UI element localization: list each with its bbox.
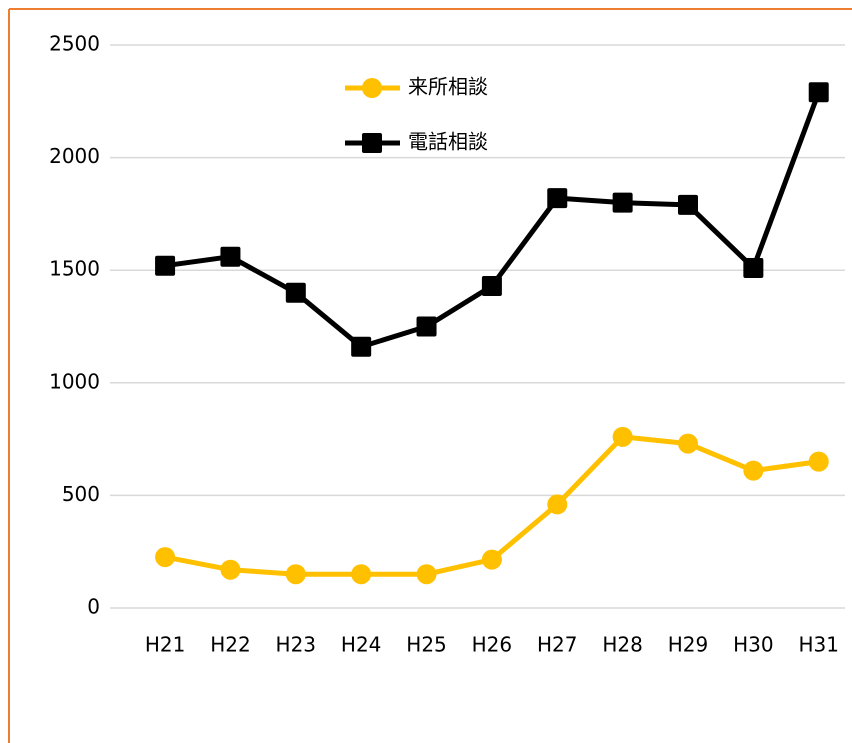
legend-marker [362, 133, 382, 153]
y-tick-label: 0 [87, 595, 100, 619]
data-point [285, 282, 306, 303]
y-tick-label: 2500 [49, 32, 100, 56]
x-tick-label: H30 [733, 633, 774, 657]
x-tick-label: H21 [145, 633, 186, 657]
y-tick-label: 1000 [49, 369, 100, 393]
y-tick-label: 2000 [49, 144, 100, 168]
data-point [677, 194, 698, 215]
data-point [808, 451, 829, 472]
x-tick-label: H22 [210, 633, 251, 657]
data-point [416, 564, 437, 585]
x-tick-label: H25 [406, 633, 447, 657]
data-point [547, 494, 568, 515]
data-point [677, 433, 698, 454]
y-tick-label: 500 [62, 482, 100, 506]
x-tick-label: H31 [798, 633, 839, 657]
x-tick-label: H27 [537, 633, 578, 657]
data-point [481, 275, 502, 296]
data-point [285, 564, 306, 585]
x-tick-label: H29 [668, 633, 709, 657]
y-tick-label: 1500 [49, 257, 100, 281]
data-point [547, 188, 568, 209]
data-point [743, 460, 764, 481]
data-point [220, 559, 241, 580]
x-tick-label: H24 [341, 633, 382, 657]
data-point [351, 336, 372, 357]
data-point [612, 192, 633, 213]
data-point [155, 547, 176, 568]
x-tick-label: H23 [276, 633, 317, 657]
data-point [808, 82, 829, 103]
legend-label: 来所相談 [408, 75, 488, 99]
legend-label: 電話相談 [408, 130, 488, 154]
data-point [220, 246, 241, 267]
data-point [481, 549, 502, 570]
x-tick-label: H28 [602, 633, 643, 657]
data-point [351, 564, 372, 585]
data-point [612, 426, 633, 447]
legend-marker [362, 78, 382, 98]
x-tick-label: H26 [472, 633, 513, 657]
data-point [155, 255, 176, 276]
data-point [743, 257, 764, 278]
data-point [416, 316, 437, 337]
